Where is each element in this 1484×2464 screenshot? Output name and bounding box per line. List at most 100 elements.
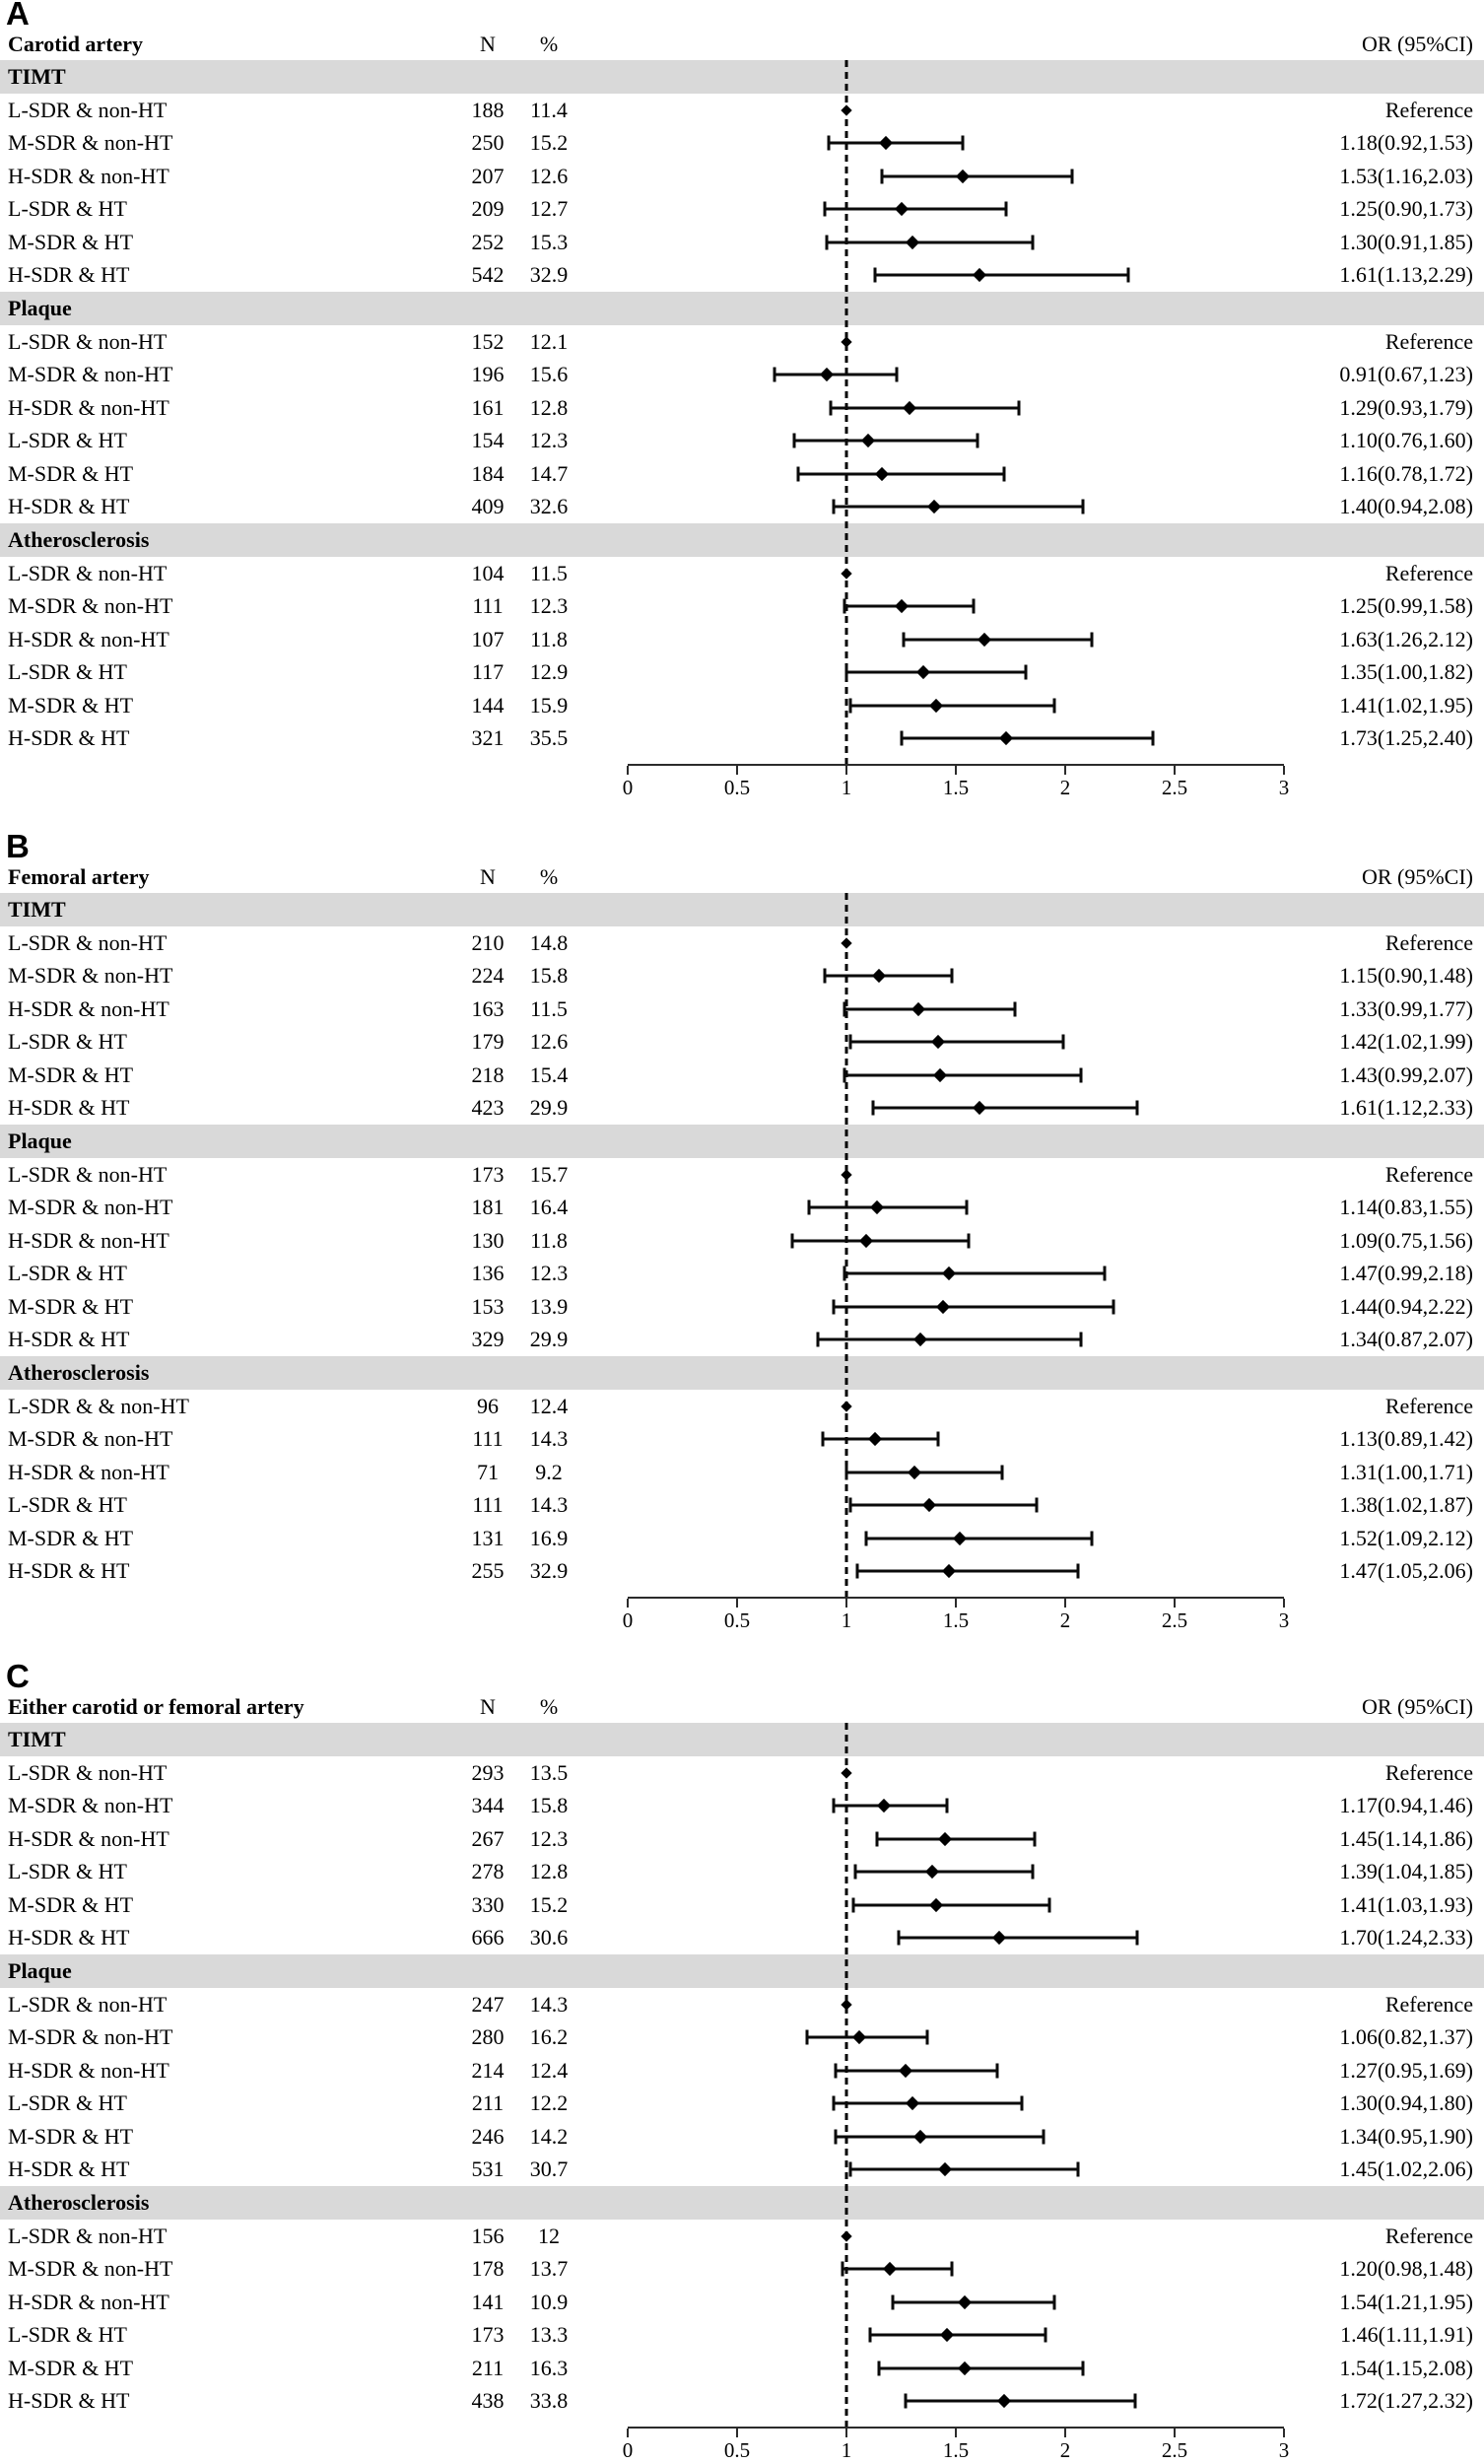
ci-cap-right <box>1079 1067 1083 1083</box>
ci-cap-left <box>827 135 831 151</box>
row-or-value: 1.63(1.26,2.12) <box>1339 626 1473 651</box>
ci-whisker <box>865 1537 1092 1540</box>
ci-cap-right <box>1061 1034 1065 1050</box>
row-or-value: 1.46(1.11,1.91) <box>1340 2322 1473 2348</box>
x-axis-tick <box>736 1599 738 1608</box>
ci-cap-right <box>972 598 976 614</box>
ci-cap-left <box>790 1233 793 1249</box>
row-or-value: 1.17(0.94,1.46) <box>1339 1793 1473 1818</box>
row-label: M-SDR & HT <box>8 692 134 718</box>
ci-cap-right <box>961 135 965 151</box>
section-label: TIMT <box>8 1727 66 1751</box>
row-pct-value: 14.3 <box>529 1426 569 1452</box>
ci-cap-left <box>891 2294 895 2310</box>
row-label: M-SDR & HT <box>8 2123 134 2149</box>
x-axis-tick-label: 1.5 <box>942 776 970 799</box>
row-n-value: 209 <box>471 196 505 222</box>
row-label: M-SDR & non-HT <box>8 1426 173 1452</box>
x-axis-tick <box>1283 766 1285 775</box>
ci-cap-right <box>895 367 899 382</box>
x-axis-tick <box>955 2429 957 2437</box>
ci-whisker <box>852 1903 1050 1907</box>
row-n-value: 178 <box>471 2256 505 2282</box>
row-or-value: 1.54(1.15,2.08) <box>1339 2355 1473 2380</box>
section-band: Plaque <box>0 292 1484 325</box>
x-axis-tick-label: 2 <box>1059 776 1071 799</box>
ci-cap-right <box>1004 201 1008 217</box>
row-or-value: Reference <box>1384 2223 1473 2248</box>
row-pct-value: 12.3 <box>529 1261 569 1286</box>
row-pct-value: 12.6 <box>529 163 569 188</box>
row-n-value: 278 <box>471 1859 505 1884</box>
row-n-value: 188 <box>471 97 505 122</box>
reference-line <box>844 60 848 764</box>
ci-whisker <box>791 1239 970 1243</box>
row-label: M-SDR & non-HT <box>8 362 173 387</box>
section-band: Plaque <box>0 1954 1484 1988</box>
forest-row: L-SDR & non-HT 104 11.5 Reference <box>0 557 1484 590</box>
row-or-value: 1.41(1.03,1.93) <box>1339 1891 1473 1917</box>
row-n-value: 247 <box>471 1991 505 2017</box>
ci-whisker <box>842 2267 952 2271</box>
x-axis-tick-label: 0.5 <box>723 2438 751 2462</box>
ci-whisker <box>901 736 1153 740</box>
column-header-or: OR (95%CI) <box>1361 32 1473 56</box>
panel-label: C <box>6 1658 30 1694</box>
row-or-value: 1.20(0.98,1.48) <box>1339 2256 1473 2282</box>
section-band: TIMT <box>0 893 1484 926</box>
row-n-value: 104 <box>471 560 505 585</box>
ci-cap-left <box>823 968 827 984</box>
row-label: H-SDR & HT <box>8 2388 130 2414</box>
row-label: L-SDR & non-HT <box>8 97 168 122</box>
row-or-value: 1.72(1.27,2.32) <box>1339 2388 1473 2414</box>
row-label: H-SDR & HT <box>8 2156 130 2182</box>
row-or-value: 1.09(0.75,1.56) <box>1339 1227 1473 1253</box>
row-or-value: 1.43(0.99,2.07) <box>1339 1061 1473 1087</box>
reference-line <box>844 1723 848 2427</box>
row-n-value: 542 <box>471 262 505 288</box>
section-band: TIMT <box>0 60 1484 94</box>
x-axis-tick <box>1283 2429 1285 2437</box>
x-axis-tick-label: 0.5 <box>723 1608 751 1632</box>
row-pct-value: 30.7 <box>529 2156 569 2182</box>
row-label: H-SDR & HT <box>8 725 130 751</box>
forest-row: L-SDR & HT 179 12.6 1.42(1.02,1.99) <box>0 1025 1484 1059</box>
row-n-value: 423 <box>471 1095 505 1121</box>
ci-cap-left <box>843 1266 846 1281</box>
ci-whisker <box>854 1870 1033 1874</box>
ci-cap-left <box>848 2161 852 2177</box>
section-label: Atherosclerosis <box>8 1360 150 1385</box>
row-pct-value: 15.2 <box>529 1891 569 1917</box>
x-axis-line <box>628 2427 1284 2429</box>
row-pct-value: 12.7 <box>529 196 569 222</box>
ci-whisker <box>903 638 1092 642</box>
forest-row: L-SDR & HT 117 12.9 1.35(1.00,1.82) <box>0 655 1484 689</box>
column-header-pct: % <box>539 864 559 889</box>
row-n-value: 117 <box>471 659 505 685</box>
row-n-value: 144 <box>471 692 505 718</box>
ci-cap-left <box>871 1100 875 1116</box>
row-n-value: 246 <box>471 2123 505 2149</box>
row-or-value: Reference <box>1384 328 1473 354</box>
ci-cap-right <box>1020 2095 1024 2111</box>
row-pct-value: 13.3 <box>529 2322 569 2348</box>
row-n-value: 179 <box>471 1029 505 1055</box>
row-n-value: 111 <box>472 593 504 619</box>
row-pct-value: 11.8 <box>530 626 568 651</box>
panel-header-row: Either carotid or femoral artery N% OR (95… <box>0 1692 1484 1722</box>
row-or-value: Reference <box>1384 1759 1473 1785</box>
panel-title: Femoral artery <box>8 864 150 889</box>
ci-cap-right <box>1081 499 1085 514</box>
row-label: M-SDR & non-HT <box>8 1195 173 1220</box>
ci-cap-left <box>805 2029 809 2045</box>
ci-cap-right <box>1024 664 1028 680</box>
row-pct-value: 14.3 <box>529 1991 569 2017</box>
ci-cap-right <box>965 1199 969 1215</box>
row-or-value: 1.47(0.99,2.18) <box>1339 1261 1473 1286</box>
ci-whisker <box>824 207 1007 211</box>
forest-row: L-SDR & HT 136 12.3 1.47(0.99,2.18) <box>0 1257 1484 1290</box>
row-n-value: 344 <box>471 1793 505 1818</box>
x-axis-tick <box>955 766 957 775</box>
ci-cap-right <box>976 433 979 448</box>
row-n-value: 184 <box>471 460 505 486</box>
